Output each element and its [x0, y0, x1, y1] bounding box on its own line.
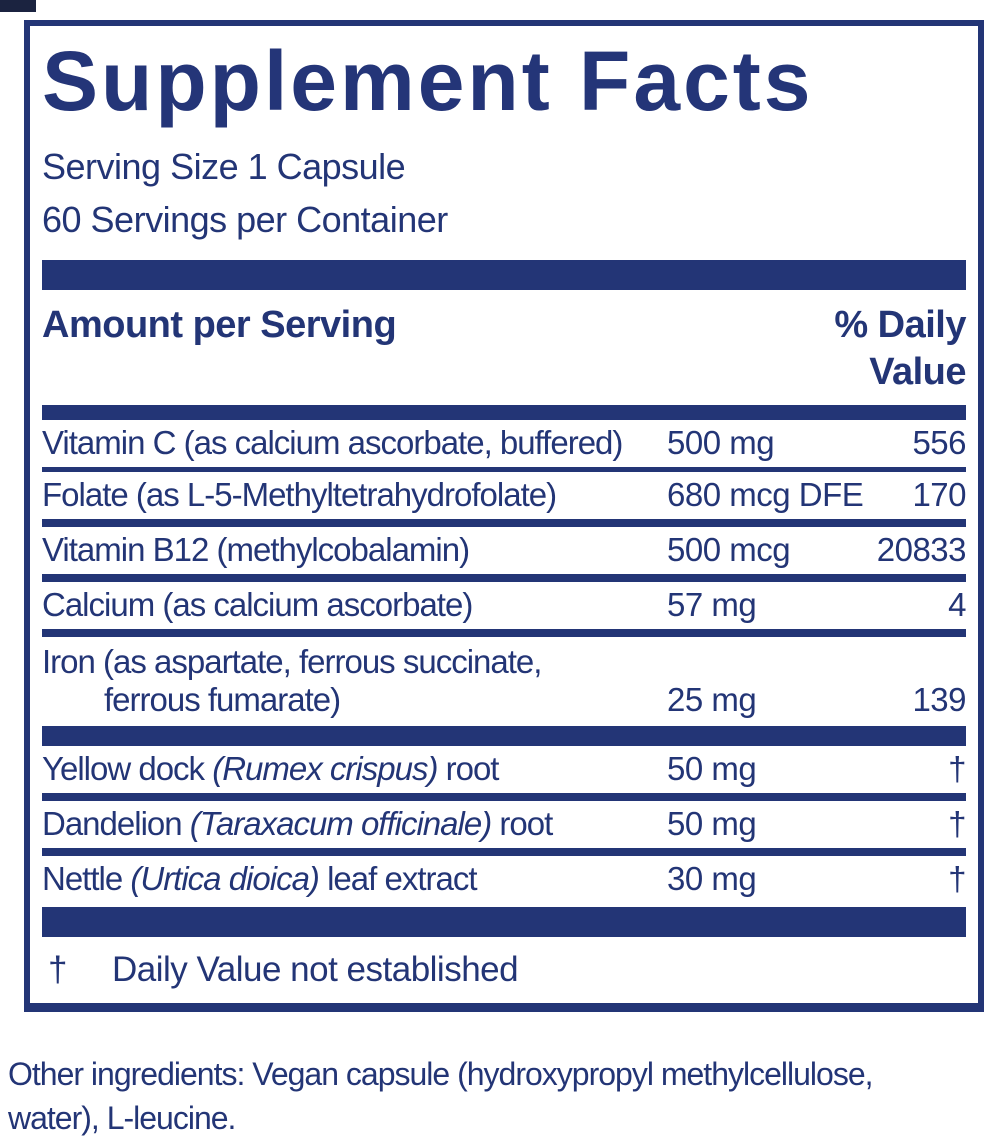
nutrient-name: Vitamin B12 (methylcobalamin)	[42, 530, 470, 568]
row-separator	[42, 573, 966, 582]
nutrient-name: Iron (as aspartate, ferrous succinate, f…	[42, 643, 631, 719]
nutrient-row-vitamin-c: Vitamin C (as calcium ascorbate, buffere…	[42, 420, 967, 467]
column-header-amount: Amount per Serving	[42, 303, 397, 346]
nutrient-row-yellow-dock: Yellow dock (Rumex crispus) root 50 mg †	[42, 746, 967, 793]
nutrient-name-post: leaf extract	[318, 859, 477, 897]
nutrient-row-folate: Folate (as L-5-Methyltetrahydrofolate) 6…	[42, 472, 967, 519]
column-headers: Amount per Serving % Daily Value	[42, 302, 966, 397]
row-separator	[42, 628, 966, 637]
daily-value-line1: % Daily	[834, 303, 966, 346]
nutrient-amount: 500 mg	[667, 423, 775, 461]
nutrient-name: Calcium (as calcium ascorbate)	[42, 585, 473, 623]
scan-artifact	[0, 0, 36, 12]
nutrient-row-iron: Iron (as aspartate, ferrous succinate, f…	[42, 637, 967, 726]
nutrient-amount: 30 mg	[667, 859, 757, 897]
nutrient-row-calcium: Calcium (as calcium ascorbate) 57 mg 4	[42, 582, 967, 629]
nutrient-daily-value: 170	[912, 475, 966, 513]
other-ingredients-line1: Other ingredients: Vegan capsule (hydrox…	[8, 1056, 873, 1092]
nutrient-amount: 50 mg	[667, 749, 757, 787]
nutrient-amount: 50 mg	[667, 804, 757, 842]
nutrient-daily-value: †	[948, 859, 966, 897]
dagger-symbol: †	[48, 949, 67, 989]
divider-bar-footnote	[42, 906, 966, 937]
nutrient-amount: 25 mg	[667, 680, 757, 718]
nutrient-daily-value: 20833	[876, 530, 967, 568]
nutrient-name: Folate (as L-5-Methyltetrahydrofolate)	[42, 475, 557, 513]
nutrient-latin-name: (Urtica dioica)	[130, 859, 320, 897]
nutrient-daily-value: †	[948, 804, 966, 842]
other-ingredients-line2: water), L-leucine.	[8, 1100, 236, 1136]
nutrient-name-post: root	[491, 804, 553, 842]
nutrient-latin-name: (Rumex crispus)	[212, 749, 438, 787]
divider-bar-botanicals	[42, 725, 966, 746]
nutrient-daily-value: 4	[948, 585, 966, 623]
nutrient-amount: 680 mcg DFE	[667, 475, 864, 513]
nutrient-name-line1: Iron (as aspartate, ferrous succinate,	[42, 642, 542, 680]
nutrient-row-vitamin-b12: Vitamin B12 (methylcobalamin) 500 mcg 20…	[42, 527, 967, 574]
nutrient-latin-name: (Taraxacum officinale)	[189, 804, 492, 842]
serving-info: Serving Size 1 Capsule 60 Servings per C…	[42, 141, 966, 245]
row-separator	[42, 466, 966, 472]
nutrient-name: Vitamin C (as calcium ascorbate, buffere…	[42, 423, 623, 461]
divider-bar-under-header	[42, 404, 966, 420]
row-separator	[42, 792, 966, 801]
row-separator	[42, 518, 966, 527]
nutrient-amount: 57 mg	[667, 585, 757, 623]
nutrient-name-pre: Nettle	[42, 859, 131, 897]
nutrient-name-line2: ferrous fumarate)	[104, 680, 341, 718]
other-ingredients: Other ingredients: Vegan capsule (hydrox…	[8, 1052, 873, 1140]
nutrient-amount: 500 mcg	[667, 530, 791, 568]
footnote: † Daily Value not established	[42, 937, 966, 1003]
servings-per-container: 60 Servings per Container	[42, 198, 448, 240]
column-header-daily-value: % Daily Value	[834, 302, 966, 397]
nutrient-daily-value: †	[948, 749, 966, 787]
nutrient-daily-value: 139	[912, 680, 966, 718]
nutrient-name: Dandelion (Taraxacum officinale) root	[42, 805, 631, 843]
panel-title: Supplement Facts	[42, 34, 814, 128]
divider-bar-top	[42, 259, 966, 290]
nutrient-name-post: root	[437, 749, 500, 787]
row-separator	[42, 847, 966, 856]
nutrient-name-pre: Dandelion	[42, 804, 190, 842]
nutrient-name: Yellow dock (Rumex crispus) root	[42, 750, 631, 788]
nutrient-row-nettle: Nettle (Urtica dioica) leaf extract 30 m…	[42, 856, 967, 903]
nutrient-name: Nettle (Urtica dioica) leaf extract	[42, 860, 631, 898]
serving-size: Serving Size 1 Capsule	[42, 146, 406, 188]
supplement-facts-panel: Supplement Facts Serving Size 1 Capsule …	[24, 20, 984, 1012]
daily-value-line2: Value	[869, 351, 966, 394]
footnote-text: Daily Value not established	[112, 949, 519, 989]
nutrient-name-pre: Yellow dock	[42, 749, 213, 787]
nutrient-row-dandelion: Dandelion (Taraxacum officinale) root 50…	[42, 801, 967, 848]
nutrient-daily-value: 556	[912, 423, 966, 461]
